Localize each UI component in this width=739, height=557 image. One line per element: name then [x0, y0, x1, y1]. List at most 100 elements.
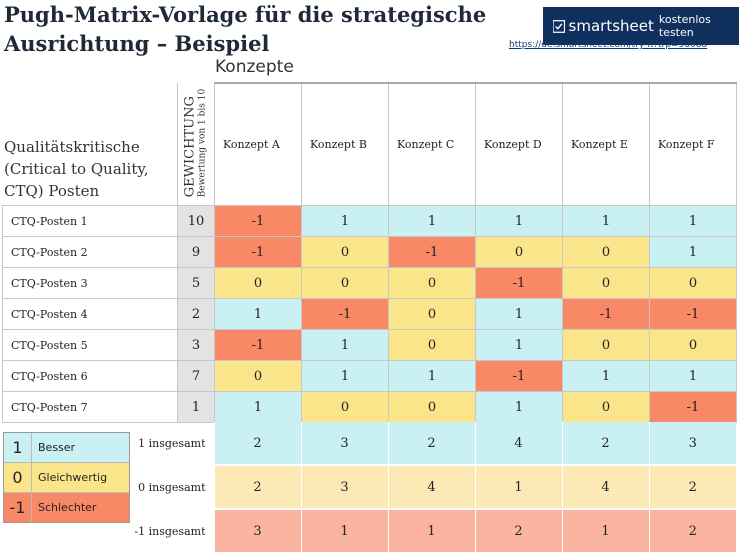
totals-cell: 1: [300, 510, 388, 552]
score-cell: -1: [214, 205, 302, 237]
weight-cell: 9: [177, 236, 215, 268]
weight-header: GEWICHTUNG Bewertung von 1 bis 10: [177, 82, 213, 204]
table-row: CTQ-Posten 2 9 -1 0 -1 0 0 1: [2, 236, 737, 268]
score-cell: 0: [388, 391, 476, 423]
totals-cell: 2: [561, 422, 649, 464]
score-cell: 1: [562, 360, 650, 392]
header-row: Konzept A Konzept B Konzept C Konzept D …: [2, 82, 737, 206]
legend-text: Besser: [38, 441, 76, 454]
totals-cell: 3: [213, 510, 301, 552]
banner-brand: smartsheet: [568, 17, 654, 35]
score-cell: 1: [475, 391, 563, 423]
legend-symbol: 1: [4, 433, 32, 462]
score-cell: 0: [388, 329, 476, 361]
ctq-label: CTQ-Posten 1: [2, 205, 178, 237]
score-cell: 0: [388, 267, 476, 299]
score-cell: -1: [649, 391, 737, 423]
concept-header: Konzept B: [301, 82, 389, 206]
weight-cell: 7: [177, 360, 215, 392]
weight-cell: 3: [177, 329, 215, 361]
totals-cell: 1: [561, 510, 649, 552]
ctq-label: CTQ-Posten 7: [2, 391, 178, 423]
score-cell: 1: [388, 205, 476, 237]
score-cell: 1: [475, 205, 563, 237]
ctq-label: CTQ-Posten 5: [2, 329, 178, 361]
totals-label: -1 insgesamt: [134, 524, 206, 538]
score-cell: 1: [649, 205, 737, 237]
score-cell: 1: [214, 298, 302, 330]
totals-cell: 2: [213, 422, 301, 464]
page-title: Pugh-Matrix-Vorlage für die strategische…: [4, 2, 487, 56]
score-cell: 0: [388, 298, 476, 330]
ctq-label: CTQ-Posten 3: [2, 267, 178, 299]
weight-header-subtitle: Bewertung von 1 bis 10: [197, 88, 208, 198]
totals-row: 0 insgesamt 2 3 4 1 4 2: [2, 466, 736, 508]
legend-text: Schlechter: [38, 501, 97, 514]
concept-header: Konzept A: [214, 82, 302, 206]
score-cell: 0: [562, 236, 650, 268]
score-cell: 0: [214, 360, 302, 392]
score-cell: -1: [388, 236, 476, 268]
legend-item: -1 Schlechter: [4, 492, 129, 522]
score-cell: 0: [301, 236, 389, 268]
totals-label: 1 insgesamt: [138, 436, 206, 450]
score-cell: 0: [562, 267, 650, 299]
try-it-link[interactable]: https://de.smartsheet.com/try-it?trp=500…: [509, 40, 708, 50]
weight-header-title: GEWICHTUNG: [182, 96, 198, 198]
legend: 1 Besser 0 Gleichwertig -1 Schlechter: [3, 432, 130, 523]
score-cell: 1: [214, 391, 302, 423]
totals-cell: 2: [387, 422, 475, 464]
totals-cell: 4: [474, 422, 562, 464]
ctq-label: CTQ-Posten 2: [2, 236, 178, 268]
weight-cell: 10: [177, 205, 215, 237]
score-cell: -1: [649, 298, 737, 330]
legend-text: Gleichwertig: [38, 471, 108, 484]
concept-header: Konzept D: [475, 82, 563, 206]
legend-symbol: -1: [4, 493, 32, 522]
concept-header: Konzept C: [388, 82, 476, 206]
score-cell: 1: [475, 298, 563, 330]
score-cell: -1: [214, 236, 302, 268]
score-cell: 0: [214, 267, 302, 299]
table-row: CTQ-Posten 6 7 0 1 1 -1 1 1: [2, 360, 737, 392]
totals-cell: 3: [300, 466, 388, 508]
concept-header: Konzept F: [649, 82, 737, 206]
totals-label: 0 insgesamt: [138, 480, 206, 494]
totals-cell: 3: [300, 422, 388, 464]
legend-symbol: 0: [4, 463, 32, 492]
banner-cta: kostenlos testen: [658, 13, 711, 39]
score-cell: -1: [301, 298, 389, 330]
totals-cell: 2: [648, 510, 736, 552]
totals-cell: 1: [387, 510, 475, 552]
totals-cell: 2: [648, 466, 736, 508]
concepts-heading: Konzepte: [215, 57, 294, 77]
legend-item: 1 Besser: [4, 433, 129, 462]
smartsheet-logo-icon: [553, 19, 565, 33]
totals-cell: 4: [387, 466, 475, 508]
totals-cell: 4: [561, 466, 649, 508]
totals-cell: 3: [648, 422, 736, 464]
concept-header: Konzept E: [562, 82, 650, 206]
score-cell: 0: [301, 391, 389, 423]
score-cell: -1: [214, 329, 302, 361]
score-cell: -1: [562, 298, 650, 330]
score-cell: 0: [562, 391, 650, 423]
weight-cell: 1: [177, 391, 215, 423]
score-cell: 0: [562, 329, 650, 361]
smartsheet-banner[interactable]: smartsheet kostenlos testen: [543, 7, 739, 45]
score-cell: 1: [301, 205, 389, 237]
score-cell: 1: [649, 236, 737, 268]
ctq-label: CTQ-Posten 4: [2, 298, 178, 330]
score-cell: 0: [475, 236, 563, 268]
score-cell: 1: [301, 360, 389, 392]
score-cell: 1: [475, 329, 563, 361]
score-cell: -1: [475, 360, 563, 392]
table-row: CTQ-Posten 4 2 1 -1 0 1 -1 -1: [2, 298, 737, 330]
table-row: CTQ-Posten 3 5 0 0 0 -1 0 0: [2, 267, 737, 299]
score-cell: 1: [649, 360, 737, 392]
score-cell: 0: [649, 267, 737, 299]
table-row: CTQ-Posten 5 3 -1 1 0 1 0 0: [2, 329, 737, 361]
totals-table: 1 insgesamt 2 3 2 4 2 3 0 insgesamt 2 3 4 1 4 2 -1 ins…: [2, 422, 736, 552]
weight-cell: 2: [177, 298, 215, 330]
score-cell: 0: [649, 329, 737, 361]
